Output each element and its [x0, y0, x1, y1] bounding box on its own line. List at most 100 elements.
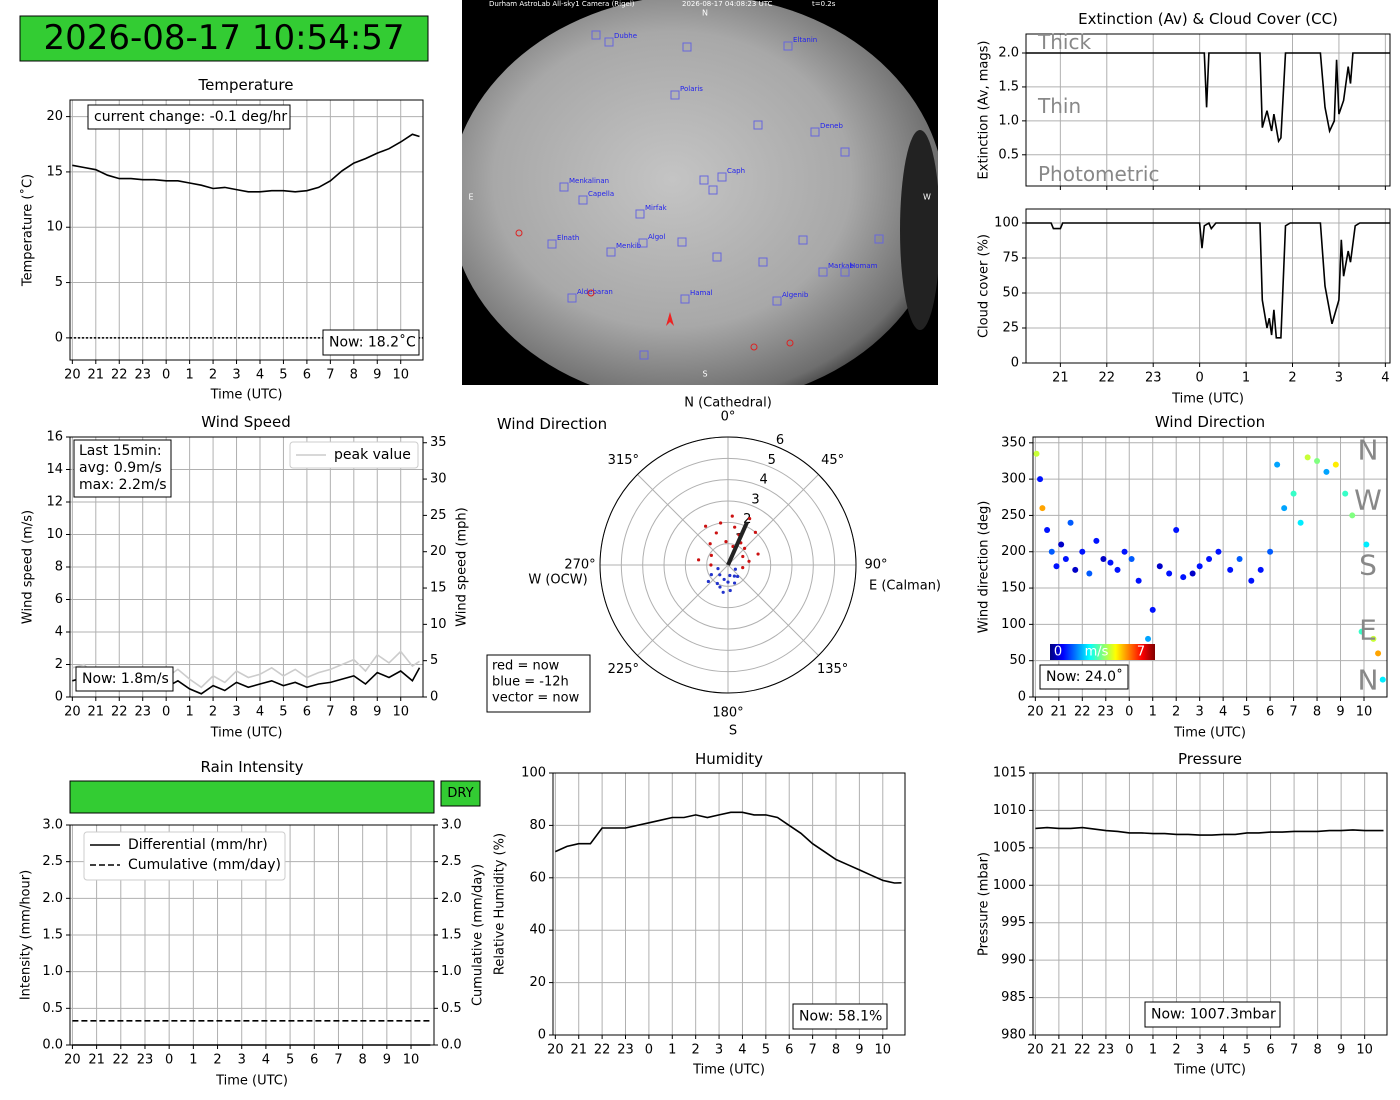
y-tick-label: 40: [529, 923, 546, 938]
clock-text: 2026-08-17 10:54:57: [43, 18, 404, 58]
x-tick-label: 7: [326, 368, 334, 383]
x-tick-label: 23: [617, 1043, 634, 1058]
x-tick-label: 1: [189, 1053, 197, 1068]
y-tick-label: 25: [1002, 321, 1019, 336]
x-tick-label: 1: [1149, 1043, 1157, 1058]
polar-point: [715, 581, 719, 586]
star-marker: [591, 30, 601, 40]
x-tick-label: 21: [1051, 1043, 1068, 1058]
y-tick-label: 150: [1001, 581, 1026, 596]
scatter-point: [1290, 490, 1297, 497]
legend-text: blue = -12h: [492, 675, 569, 690]
y-tick-label: 1005: [993, 840, 1026, 855]
camera-compass: W: [923, 193, 931, 202]
scatter-point: [1196, 563, 1203, 570]
x-tick-label: 6: [785, 1043, 793, 1058]
theta-tick-label: 270°: [564, 558, 595, 573]
y-tick-label: 12: [46, 495, 63, 510]
polar-point: [741, 554, 745, 559]
camera-compass: E: [468, 193, 473, 202]
y-tick-label: 980: [1001, 1028, 1026, 1043]
y-tick-label: 0: [55, 330, 63, 345]
series-line: [1026, 52, 1390, 144]
x-tick-label: 6: [1266, 1043, 1274, 1058]
chart-title: Wind Direction: [1155, 413, 1265, 431]
r-tick-label: 4: [760, 473, 768, 488]
colorbar: [1050, 644, 1155, 660]
polar-point: [730, 514, 734, 518]
star-marker: [604, 37, 614, 47]
x-tick-label: 20: [1027, 1043, 1044, 1058]
star-label: Markab: [828, 262, 854, 270]
x-tick-label: 4: [1219, 705, 1227, 720]
x-tick-label: 4: [256, 705, 264, 720]
x-tick-label: 4: [262, 1053, 270, 1068]
polar-point: [726, 580, 730, 584]
horizon-dark: [900, 130, 938, 330]
scatter-point: [1215, 548, 1222, 555]
y-tick-label: 995: [1001, 915, 1026, 930]
chart-title: Wind Speed: [201, 413, 291, 431]
polar-point: [696, 558, 701, 562]
x-axis-label: Time (UTC): [1173, 726, 1246, 741]
x-tick-label: 0: [1125, 1043, 1133, 1058]
y2-tick-label: 0: [430, 690, 438, 705]
x-tick-label: 23: [137, 1053, 154, 1068]
y-tick-label: 16: [46, 430, 63, 445]
polar-point: [742, 546, 747, 551]
colorbar-tick-label: 7: [1137, 645, 1145, 660]
x-tick-label: 2: [1288, 371, 1296, 386]
series-line: [554, 811, 902, 884]
polar-point: [716, 567, 720, 571]
star-marker: [874, 234, 884, 244]
star-marker: [810, 127, 820, 137]
legend-label: peak value: [334, 447, 411, 463]
y-tick-label: 2.0: [42, 891, 63, 906]
plot-frame: [1025, 208, 1391, 364]
y2-tick-label: 30: [430, 472, 447, 487]
compass-label: E: [1359, 614, 1377, 647]
x-tick-label: 10: [403, 1053, 420, 1068]
scatter-point: [1067, 519, 1074, 526]
x-tick-label: 6: [303, 705, 311, 720]
y-tick-label: 20: [46, 109, 63, 124]
polar-point: [732, 581, 737, 585]
y-axis-label: Temperature (˚C): [20, 174, 36, 287]
star-marker: [818, 267, 828, 277]
x-tick-label: 1: [185, 705, 193, 720]
x-tick-label: 7: [326, 705, 334, 720]
scatter-point: [1100, 556, 1107, 563]
scatter-point: [1072, 566, 1079, 573]
polar-frame: [599, 436, 857, 694]
x-tick-label: 2: [209, 705, 217, 720]
star-marker: [758, 257, 768, 267]
star-label: Mirfak: [645, 204, 668, 212]
x-tick-label: 5: [1243, 1043, 1251, 1058]
y2-tick-label: 5: [430, 653, 438, 668]
r-tick-label: 3: [751, 492, 759, 507]
x-tick-label: 21: [570, 1043, 587, 1058]
y-axis-label: Pressure (mbar): [977, 852, 992, 956]
scatter-point: [1363, 541, 1370, 548]
theta-tick-label: 90°: [864, 558, 887, 573]
star-marker: [670, 90, 680, 100]
x-tick-label: 20: [64, 368, 81, 383]
y-tick-label: 5: [55, 275, 63, 290]
chart-title: Wind Direction: [497, 415, 607, 433]
polar-point: [733, 525, 737, 529]
y-tick-label: 0: [538, 1028, 546, 1043]
annotation-box: [792, 1003, 888, 1030]
star-label: Dubhe: [614, 32, 637, 40]
plot-frame: [1032, 436, 1388, 698]
scatter-point: [1037, 476, 1044, 483]
polar-point: [733, 567, 737, 571]
x-tick-label: 1: [185, 368, 193, 383]
theta-tick-label: 135°: [817, 662, 848, 677]
y-tick-label: 14: [46, 462, 63, 477]
scatter-point: [1297, 519, 1304, 526]
x-tick-label: 9: [1337, 1043, 1345, 1058]
x-tick-label: 0: [645, 1043, 653, 1058]
annotation-box: [1144, 1001, 1281, 1028]
y-tick-label: 10: [46, 220, 63, 235]
legend-label: Cumulative (mm/day): [128, 857, 281, 873]
